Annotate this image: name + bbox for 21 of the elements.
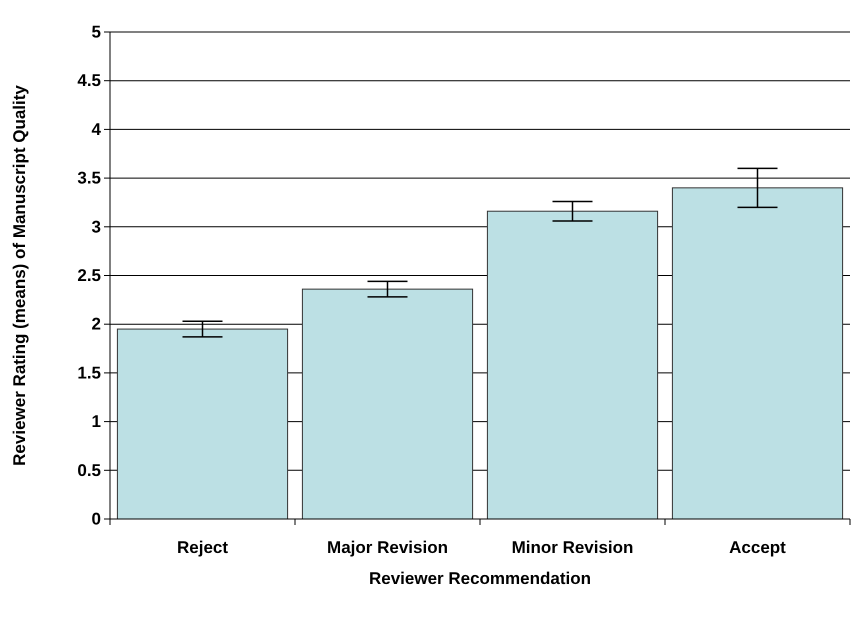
bar: [302, 288, 474, 520]
y-tick-label: 0: [92, 509, 101, 528]
bar: [486, 210, 658, 520]
x-axis-title: Reviewer Recommendation: [368, 569, 592, 588]
y-tick-label: 2: [92, 314, 101, 334]
y-tick-label: 0.5: [77, 460, 101, 480]
bar: [672, 187, 844, 520]
x-tick-label: Reject: [176, 538, 228, 558]
y-tick-label: 1: [92, 412, 101, 432]
y-tick-label: 2.5: [77, 266, 101, 285]
y-tick-label: 4: [92, 120, 102, 139]
y-axis-title: Reviewer Rating (means) of Manuscript Quality: [10, 84, 29, 466]
y-tick-label: 1.5: [77, 363, 101, 382]
y-tick-label: 3: [92, 217, 101, 236]
bar: [116, 328, 288, 520]
y-tick-label: 5: [92, 22, 101, 42]
y-tick-label: 3.5: [77, 168, 101, 188]
x-tick-label: Accept: [729, 538, 786, 558]
x-tick-label: Major Revision: [327, 538, 448, 558]
y-tick-label: 4.5: [77, 71, 101, 90]
x-tick-label: Minor Revision: [512, 538, 634, 558]
